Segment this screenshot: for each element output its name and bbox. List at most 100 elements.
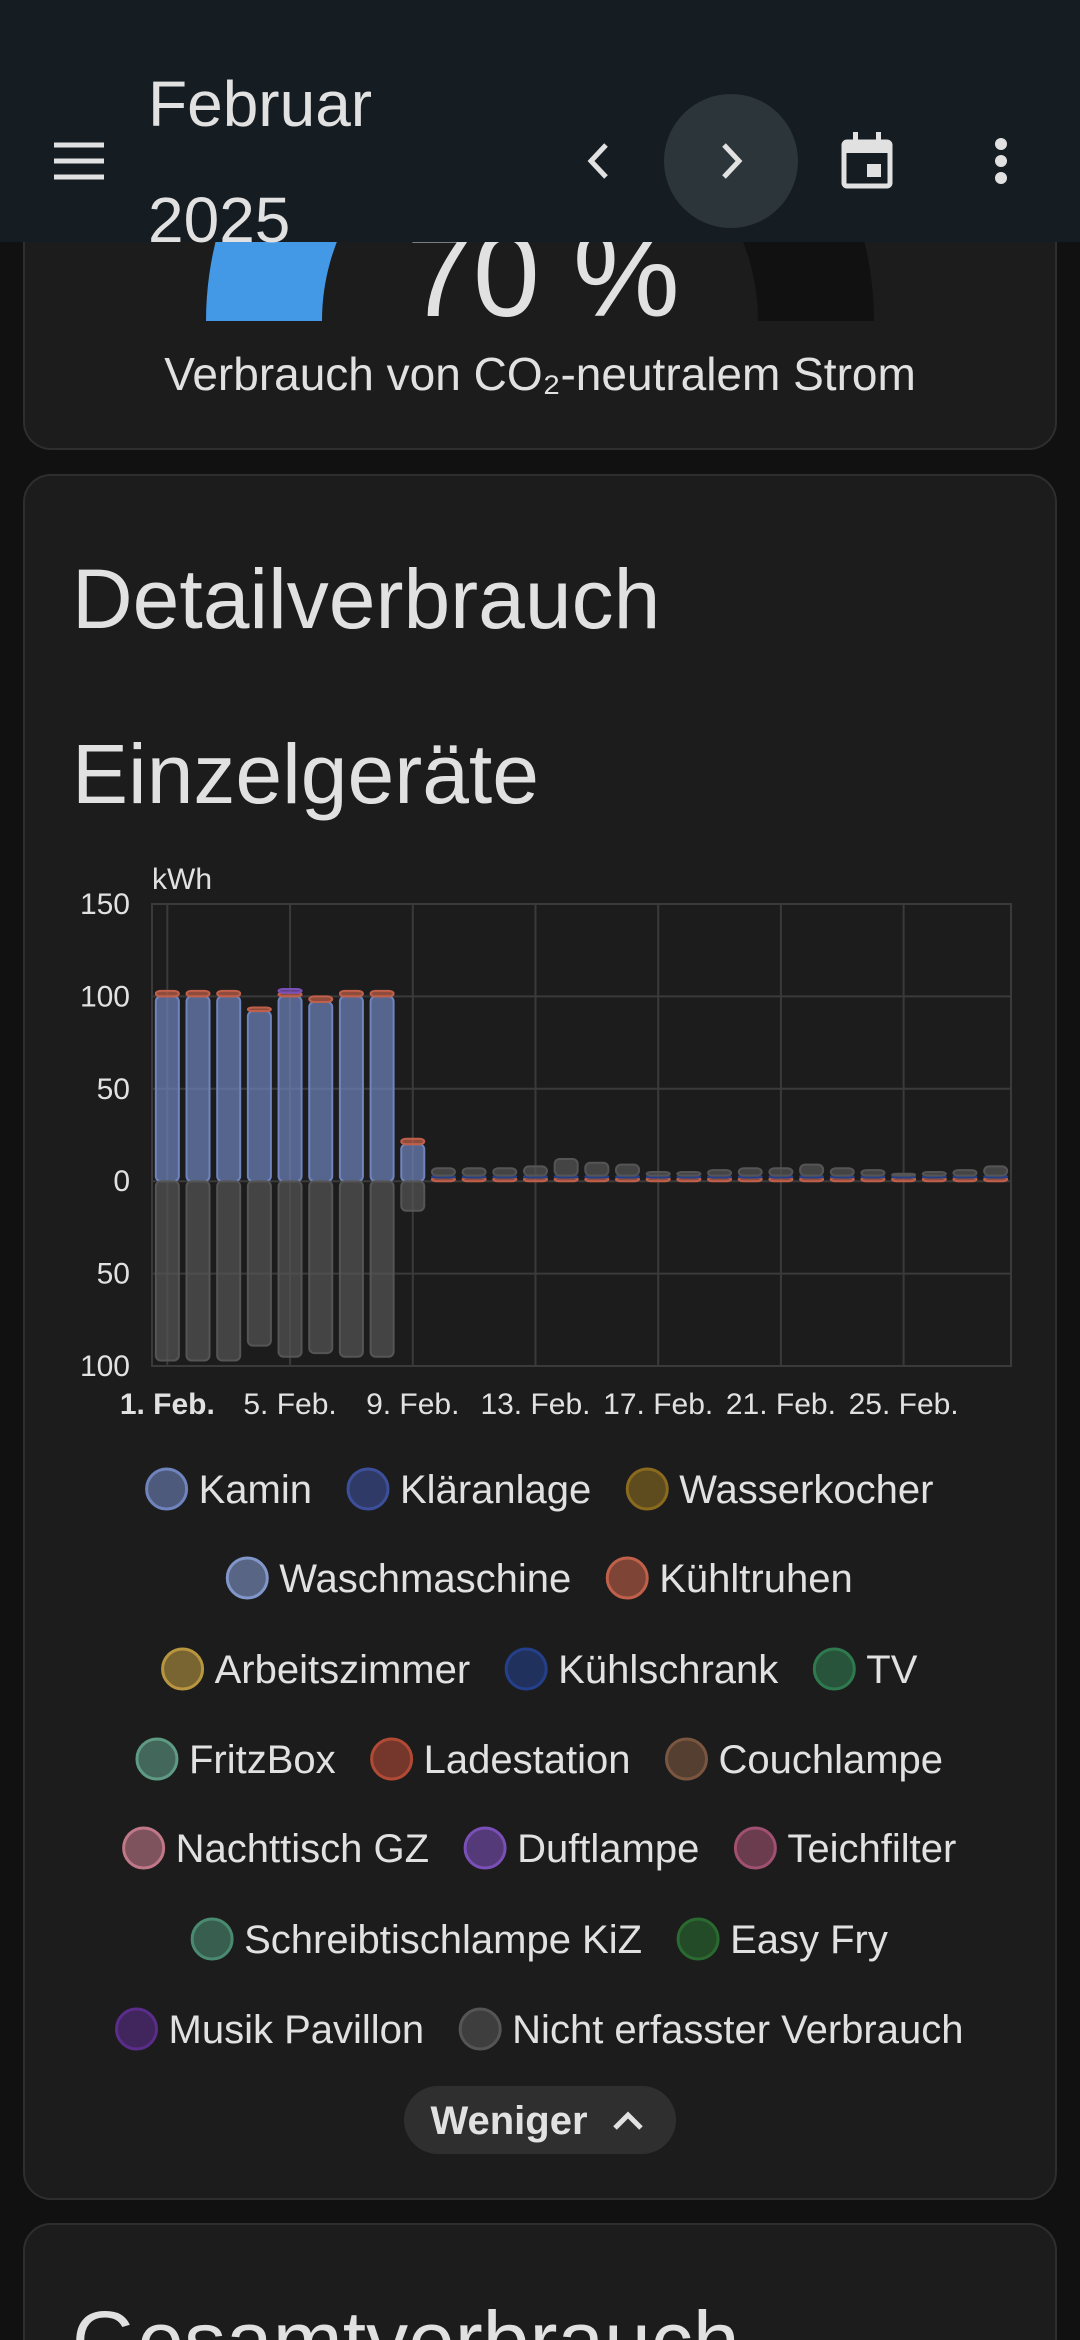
calendar-icon[interactable] (844, 142, 890, 153)
bar-segment (369, 1180, 395, 1358)
legend-item: Waschmaschine (225, 1556, 571, 1601)
bar-segment (338, 989, 364, 998)
bar-segment (645, 1170, 671, 1177)
legend-swatch (458, 2007, 502, 2051)
legend-label: Nicht erfasster Verbrauch (512, 2008, 963, 2052)
bar-segment (983, 1165, 1009, 1177)
bar-segment (676, 1170, 702, 1177)
button-label[interactable]: Weniger (430, 2099, 587, 2143)
bar-segment (308, 1000, 334, 1183)
legend-item: TV (812, 1647, 918, 1692)
bar-segment (338, 1180, 364, 1358)
legend-swatch (625, 1467, 669, 1511)
bar-segment (185, 989, 211, 998)
period-title: Februar (148, 68, 372, 140)
legend-swatch (225, 1556, 269, 1600)
bar-segment (369, 995, 395, 1183)
legend-label: Teichfilter (787, 1827, 956, 1871)
bar-segment (400, 1143, 426, 1183)
legend-swatch (676, 1917, 720, 1961)
bar-segment (369, 989, 395, 998)
legend-label: Kläranlage (400, 1468, 591, 1512)
legend-swatch (135, 1737, 179, 1781)
detail-card (23, 474, 1057, 2200)
bar-segment (768, 1167, 794, 1177)
bar-segment (185, 995, 211, 1183)
bar-segment (154, 995, 180, 1183)
bar-segment (154, 989, 180, 998)
bar-segment (492, 1167, 518, 1177)
legend-item: Nicht erfasster Verbrauch (458, 2007, 963, 2052)
legend-item: Wasserkocher (625, 1467, 933, 1512)
legend-label: Easy Fry (730, 1918, 888, 1962)
legend-label: Duftlampe (517, 1827, 699, 1871)
menu-button[interactable] (54, 142, 104, 180)
total-card (23, 2223, 1057, 2340)
legend-swatch (463, 1826, 507, 1870)
calendar-icon[interactable] (876, 132, 881, 144)
legend-label: Kamin (199, 1468, 312, 1512)
legend-item: Kamin (145, 1467, 312, 1512)
button-bg[interactable] (404, 2086, 676, 2154)
legend-label: TV (866, 1648, 917, 1692)
legend-swatch (504, 1647, 548, 1691)
x-tick-label: 25. Feb. (849, 1388, 959, 1421)
legend-label: Couchlampe (718, 1738, 943, 1782)
calendar-icon[interactable] (867, 164, 881, 177)
next-icon[interactable] (722, 143, 743, 179)
bar-segment (829, 1167, 855, 1177)
card-title: Detailverbrauch (72, 552, 660, 646)
y-tick-label: 50 (97, 1073, 130, 1106)
legend-item: Couchlampe (664, 1737, 943, 1782)
y-tick-label: 150 (80, 888, 130, 921)
dot[interactable] (995, 155, 1007, 167)
dot[interactable] (995, 138, 1007, 150)
legend-swatch (664, 1737, 708, 1781)
legend-item: Easy Fry (676, 1917, 888, 1962)
bar-segment (553, 1158, 579, 1177)
legend-item: Kühltruhen (605, 1556, 853, 1601)
bar-segment (216, 1180, 242, 1362)
chevron-up-icon[interactable] (613, 2111, 643, 2130)
legend-item: Arbeitszimmer (161, 1647, 470, 1692)
bar-segment (154, 1180, 180, 1362)
bar-segment (891, 1172, 917, 1177)
x-tick-label: 17. Feb. (603, 1388, 713, 1421)
legend-item: FritzBox (135, 1737, 336, 1782)
y-tick-label: 50 (97, 1258, 130, 1291)
bar-segment (277, 988, 303, 994)
legend-label: Musik Pavillon (169, 2008, 425, 2052)
calendar-icon[interactable] (853, 132, 858, 144)
calendar-button[interactable] (841, 132, 893, 189)
overflow-menu[interactable] (995, 138, 1007, 184)
bar-segment (522, 1165, 548, 1177)
next-button[interactable] (664, 94, 798, 228)
previous-button[interactable] (587, 143, 608, 179)
legend-swatch (122, 1826, 166, 1870)
legend-swatch (370, 1737, 414, 1781)
less-button[interactable]: Weniger (404, 2086, 676, 2154)
bar-segment (185, 1180, 211, 1362)
legend-item: Teichfilter (733, 1826, 956, 1871)
card-title: Gesamtverbrauch (72, 2294, 740, 2340)
legend-swatch (161, 1647, 205, 1691)
bar-segment (615, 1163, 641, 1177)
legend-label: Ladestation (424, 1738, 631, 1782)
bar-segment (707, 1169, 733, 1177)
dot[interactable] (995, 172, 1007, 184)
x-tick-label: 1. Feb. (120, 1388, 215, 1421)
legend-swatch (346, 1467, 390, 1511)
x-tick-label: 5. Feb. (243, 1388, 336, 1421)
bar-segment (277, 1180, 303, 1358)
legend-swatch (115, 2007, 159, 2051)
legend-label: Schreibtischlampe KiZ (244, 1918, 642, 1962)
chart-title: Einzelgeräte (72, 727, 539, 821)
bar-segment (921, 1170, 947, 1177)
legend-swatch (733, 1826, 777, 1870)
legend-item: Nachttisch GZ (122, 1826, 429, 1871)
y-axis-label: kWh (152, 863, 212, 896)
legend-label: Nachttisch GZ (176, 1827, 429, 1871)
app-bar (0, 0, 1080, 242)
bar-segment (216, 995, 242, 1183)
